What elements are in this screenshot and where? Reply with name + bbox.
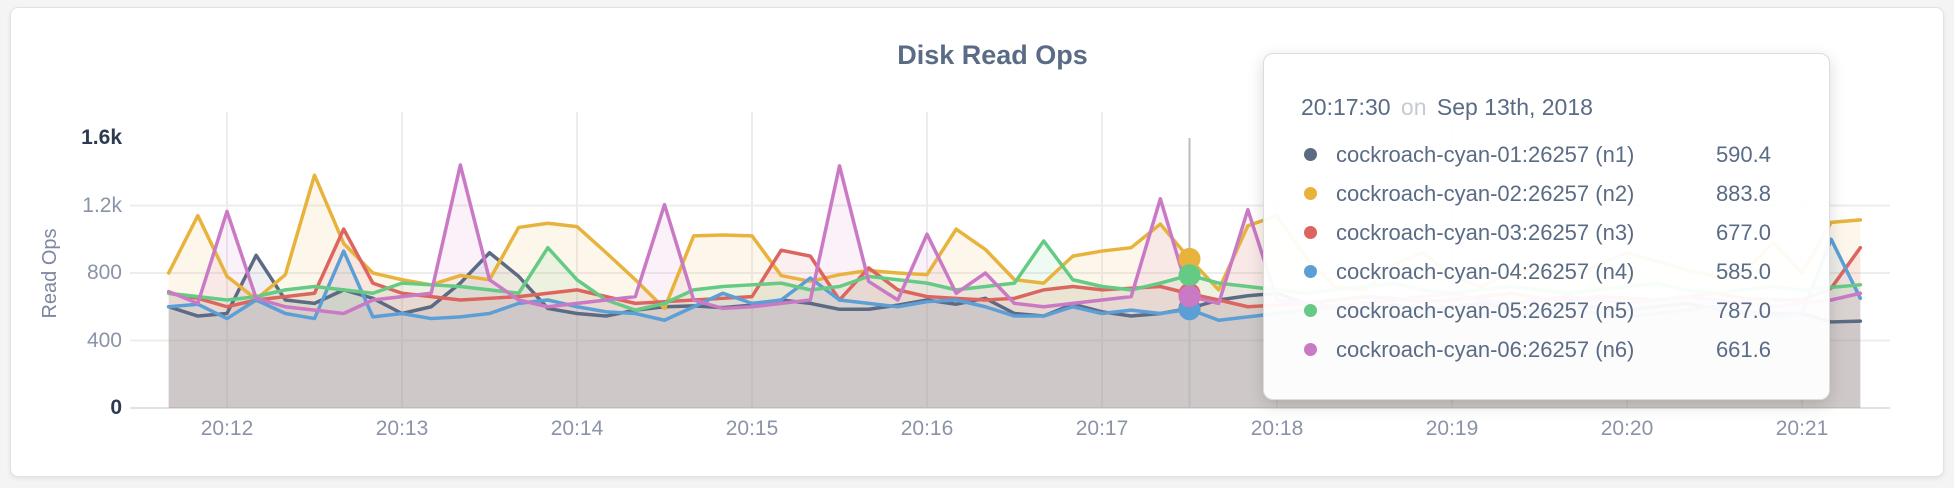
x-tick-label: 20:15 [725, 417, 779, 440]
x-tick-label: 20:21 [1775, 417, 1829, 440]
tooltip-row: cockroach-cyan-06:26257 (n6) 661.6 [1301, 330, 1771, 369]
tooltip-series-name: cockroach-cyan-04:26257 (n4) [1336, 258, 1635, 284]
hover-tooltip: 20:17:30 on Sep 13th, 2018 cockroach-cya… [1263, 53, 1830, 400]
tooltip-series-value: 883.8 [1715, 180, 1771, 206]
tooltip-series-value: 787.0 [1715, 297, 1771, 323]
x-tick-label: 20:19 [1425, 417, 1479, 440]
tooltip-series-name: cockroach-cyan-02:26257 (n2) [1336, 180, 1635, 206]
chart-title: Disk Read Ops [897, 40, 1088, 70]
tooltip-series-name: cockroach-cyan-01:26257 (n1) [1336, 141, 1635, 167]
hover-dot-n2 [1178, 247, 1201, 270]
tooltip-series-value: 661.6 [1715, 336, 1771, 362]
y-tick-label: 1.2k [82, 193, 122, 217]
tooltip-date: Sep 13th, 2018 [1436, 94, 1593, 120]
y-tick-label: 400 [86, 328, 122, 352]
tooltip-header: 20:17:30 on Sep 13th, 2018 [1301, 94, 1771, 121]
x-tick-label: 20:13 [375, 417, 429, 440]
hover-dot-n6 [1178, 285, 1201, 308]
tooltip-series-value: 677.0 [1715, 219, 1771, 245]
x-tick-label: 20:16 [900, 417, 954, 440]
series-color-dot-icon [1304, 148, 1317, 161]
series-color-dot-icon [1304, 226, 1317, 239]
y-tick-label: 1.6k [81, 126, 122, 149]
series-color-dot-icon [1304, 187, 1317, 200]
tooltip-rows: cockroach-cyan-01:26257 (n1) 590.4 cockroa… [1301, 135, 1771, 369]
series-color-dot-icon [1304, 343, 1317, 356]
tooltip-on-word: on [1400, 94, 1427, 120]
series-color-dot-icon [1304, 265, 1317, 278]
tooltip-series-value: 590.4 [1715, 141, 1771, 167]
x-tick-label: 20:17 [1075, 417, 1129, 440]
tooltip-series-value: 585.0 [1715, 258, 1771, 284]
tooltip-row: cockroach-cyan-03:26257 (n3) 677.0 [1301, 213, 1771, 252]
x-tick-label: 20:20 [1600, 417, 1654, 440]
hover-dot-n5 [1178, 264, 1201, 287]
y-tick-label: 0 [110, 396, 122, 419]
x-tick-label: 20:14 [550, 417, 604, 440]
tooltip-row: cockroach-cyan-05:26257 (n5) 787.0 [1301, 291, 1771, 330]
tooltip-row: cockroach-cyan-01:26257 (n1) 590.4 [1301, 135, 1771, 174]
tooltip-series-name: cockroach-cyan-05:26257 (n5) [1336, 297, 1635, 323]
series-color-dot-icon [1304, 304, 1317, 317]
tooltip-series-name: cockroach-cyan-06:26257 (n6) [1336, 336, 1635, 362]
tooltip-time: 20:17:30 [1301, 94, 1391, 120]
tooltip-series-name: cockroach-cyan-03:26257 (n3) [1336, 219, 1635, 245]
x-tick-label: 20:12 [200, 417, 254, 440]
tooltip-row: cockroach-cyan-04:26257 (n4) 585.0 [1301, 252, 1771, 291]
y-tick-label: 800 [86, 261, 122, 284]
tooltip-row: cockroach-cyan-02:26257 (n2) 883.8 [1301, 174, 1771, 213]
x-tick-label: 20:18 [1250, 417, 1304, 440]
